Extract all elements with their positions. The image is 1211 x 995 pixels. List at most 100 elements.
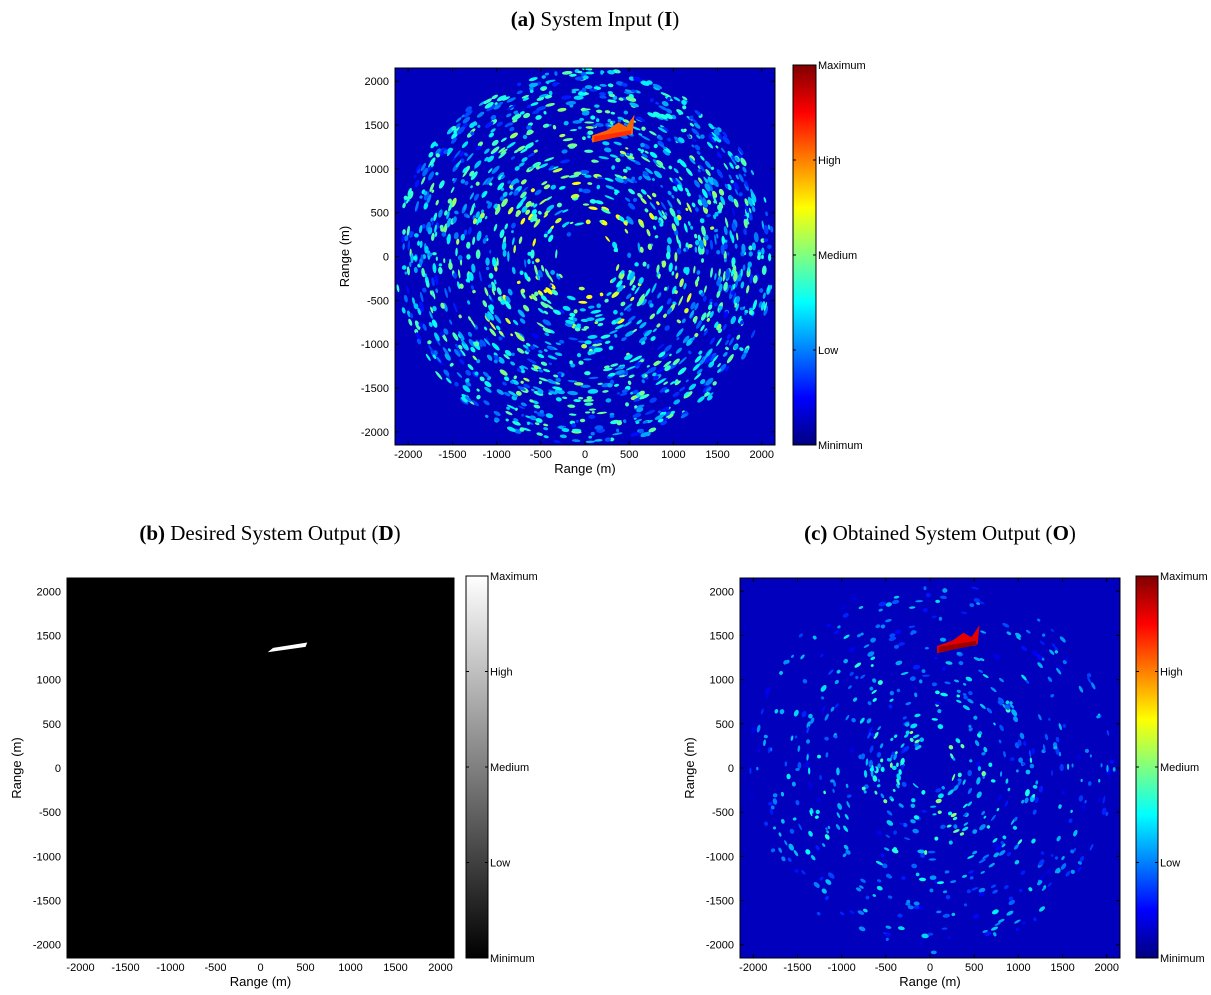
speckle: [859, 885, 864, 889]
speckle: [983, 746, 988, 753]
speckle: [531, 209, 537, 215]
speckle: [874, 790, 878, 795]
speckle: [680, 128, 685, 133]
speckle: [482, 300, 488, 308]
speckle: [421, 176, 426, 185]
speckle: [457, 269, 461, 279]
speckle: [461, 396, 468, 403]
speckle: [634, 405, 638, 409]
speckle: [837, 625, 841, 629]
speckle: [737, 146, 744, 155]
speckle: [560, 175, 570, 179]
speckle: [628, 188, 635, 195]
speckle: [530, 102, 539, 106]
x-tick-label: 1000: [661, 449, 685, 461]
speckle: [652, 83, 663, 90]
speckle: [524, 142, 534, 149]
speckle: [434, 231, 438, 238]
speckle: [536, 106, 547, 111]
speckle: [725, 268, 730, 279]
speckle: [694, 207, 699, 212]
speckle: [430, 217, 433, 222]
speckle: [602, 390, 609, 393]
speckle: [485, 257, 490, 266]
speckle: [631, 176, 636, 181]
speckle: [691, 202, 696, 208]
speckle: [510, 178, 519, 186]
speckle: [962, 826, 969, 832]
speckle: [700, 324, 705, 332]
speckle: [969, 759, 973, 763]
speckle: [450, 137, 457, 144]
speckle: [463, 204, 467, 211]
speckle: [468, 272, 474, 282]
speckle: [420, 162, 427, 172]
speckle: [652, 192, 657, 198]
speckle: [511, 352, 515, 357]
speckle: [517, 82, 522, 87]
speckle: [478, 271, 482, 282]
speckle: [744, 208, 750, 219]
speckle: [638, 277, 644, 285]
speckle: [641, 379, 645, 384]
speckle: [705, 248, 709, 255]
speckle: [484, 156, 489, 162]
speckle: [691, 336, 696, 342]
speckle: [523, 377, 530, 382]
speckle: [543, 427, 549, 431]
speckle: [1080, 778, 1083, 783]
speckle: [749, 767, 752, 775]
speckle: [469, 122, 476, 129]
colorbar-tick-label: Minimum: [1160, 953, 1205, 965]
speckle: [689, 309, 695, 318]
speckle: [960, 743, 965, 749]
speckle: [410, 252, 414, 264]
speckle: [604, 195, 615, 200]
speckle: [615, 157, 621, 163]
speckle: [706, 317, 711, 322]
speckle: [679, 386, 686, 392]
speckle: [540, 295, 548, 302]
speckle: [979, 891, 985, 897]
speckle: [709, 310, 714, 319]
speckle: [569, 360, 573, 365]
speckle: [697, 234, 702, 242]
speckle: [763, 197, 767, 203]
speckle: [763, 739, 766, 747]
speckle: [549, 165, 555, 169]
speckle: [651, 178, 655, 182]
speckle: [733, 181, 739, 191]
speckle: [945, 894, 951, 900]
speckle: [568, 174, 580, 178]
speckle: [896, 762, 899, 767]
speckle: [1009, 757, 1015, 761]
speckle: [553, 374, 559, 378]
speckle: [939, 595, 947, 599]
speckle: [891, 765, 897, 771]
speckle: [485, 235, 488, 239]
speckle: [752, 275, 758, 284]
speckle: [634, 419, 643, 423]
speckle: [729, 162, 734, 169]
speckle: [723, 162, 729, 170]
speckle: [819, 876, 824, 881]
speckle: [673, 290, 678, 295]
speckle: [517, 309, 526, 318]
speckle: [981, 810, 986, 816]
speckle: [623, 303, 633, 311]
speckle: [411, 297, 416, 305]
speckle: [514, 149, 519, 154]
speckle: [628, 315, 636, 322]
speckle: [644, 288, 651, 297]
speckle: [640, 135, 651, 141]
speckle: [737, 315, 742, 323]
speckle: [454, 381, 459, 387]
speckle: [1029, 763, 1035, 769]
speckle: [694, 332, 699, 338]
speckle: [856, 887, 862, 892]
speckle: [694, 233, 698, 239]
speckle: [899, 822, 904, 826]
speckle: [466, 153, 474, 161]
speckle: [490, 146, 500, 154]
speckle: [662, 149, 670, 156]
